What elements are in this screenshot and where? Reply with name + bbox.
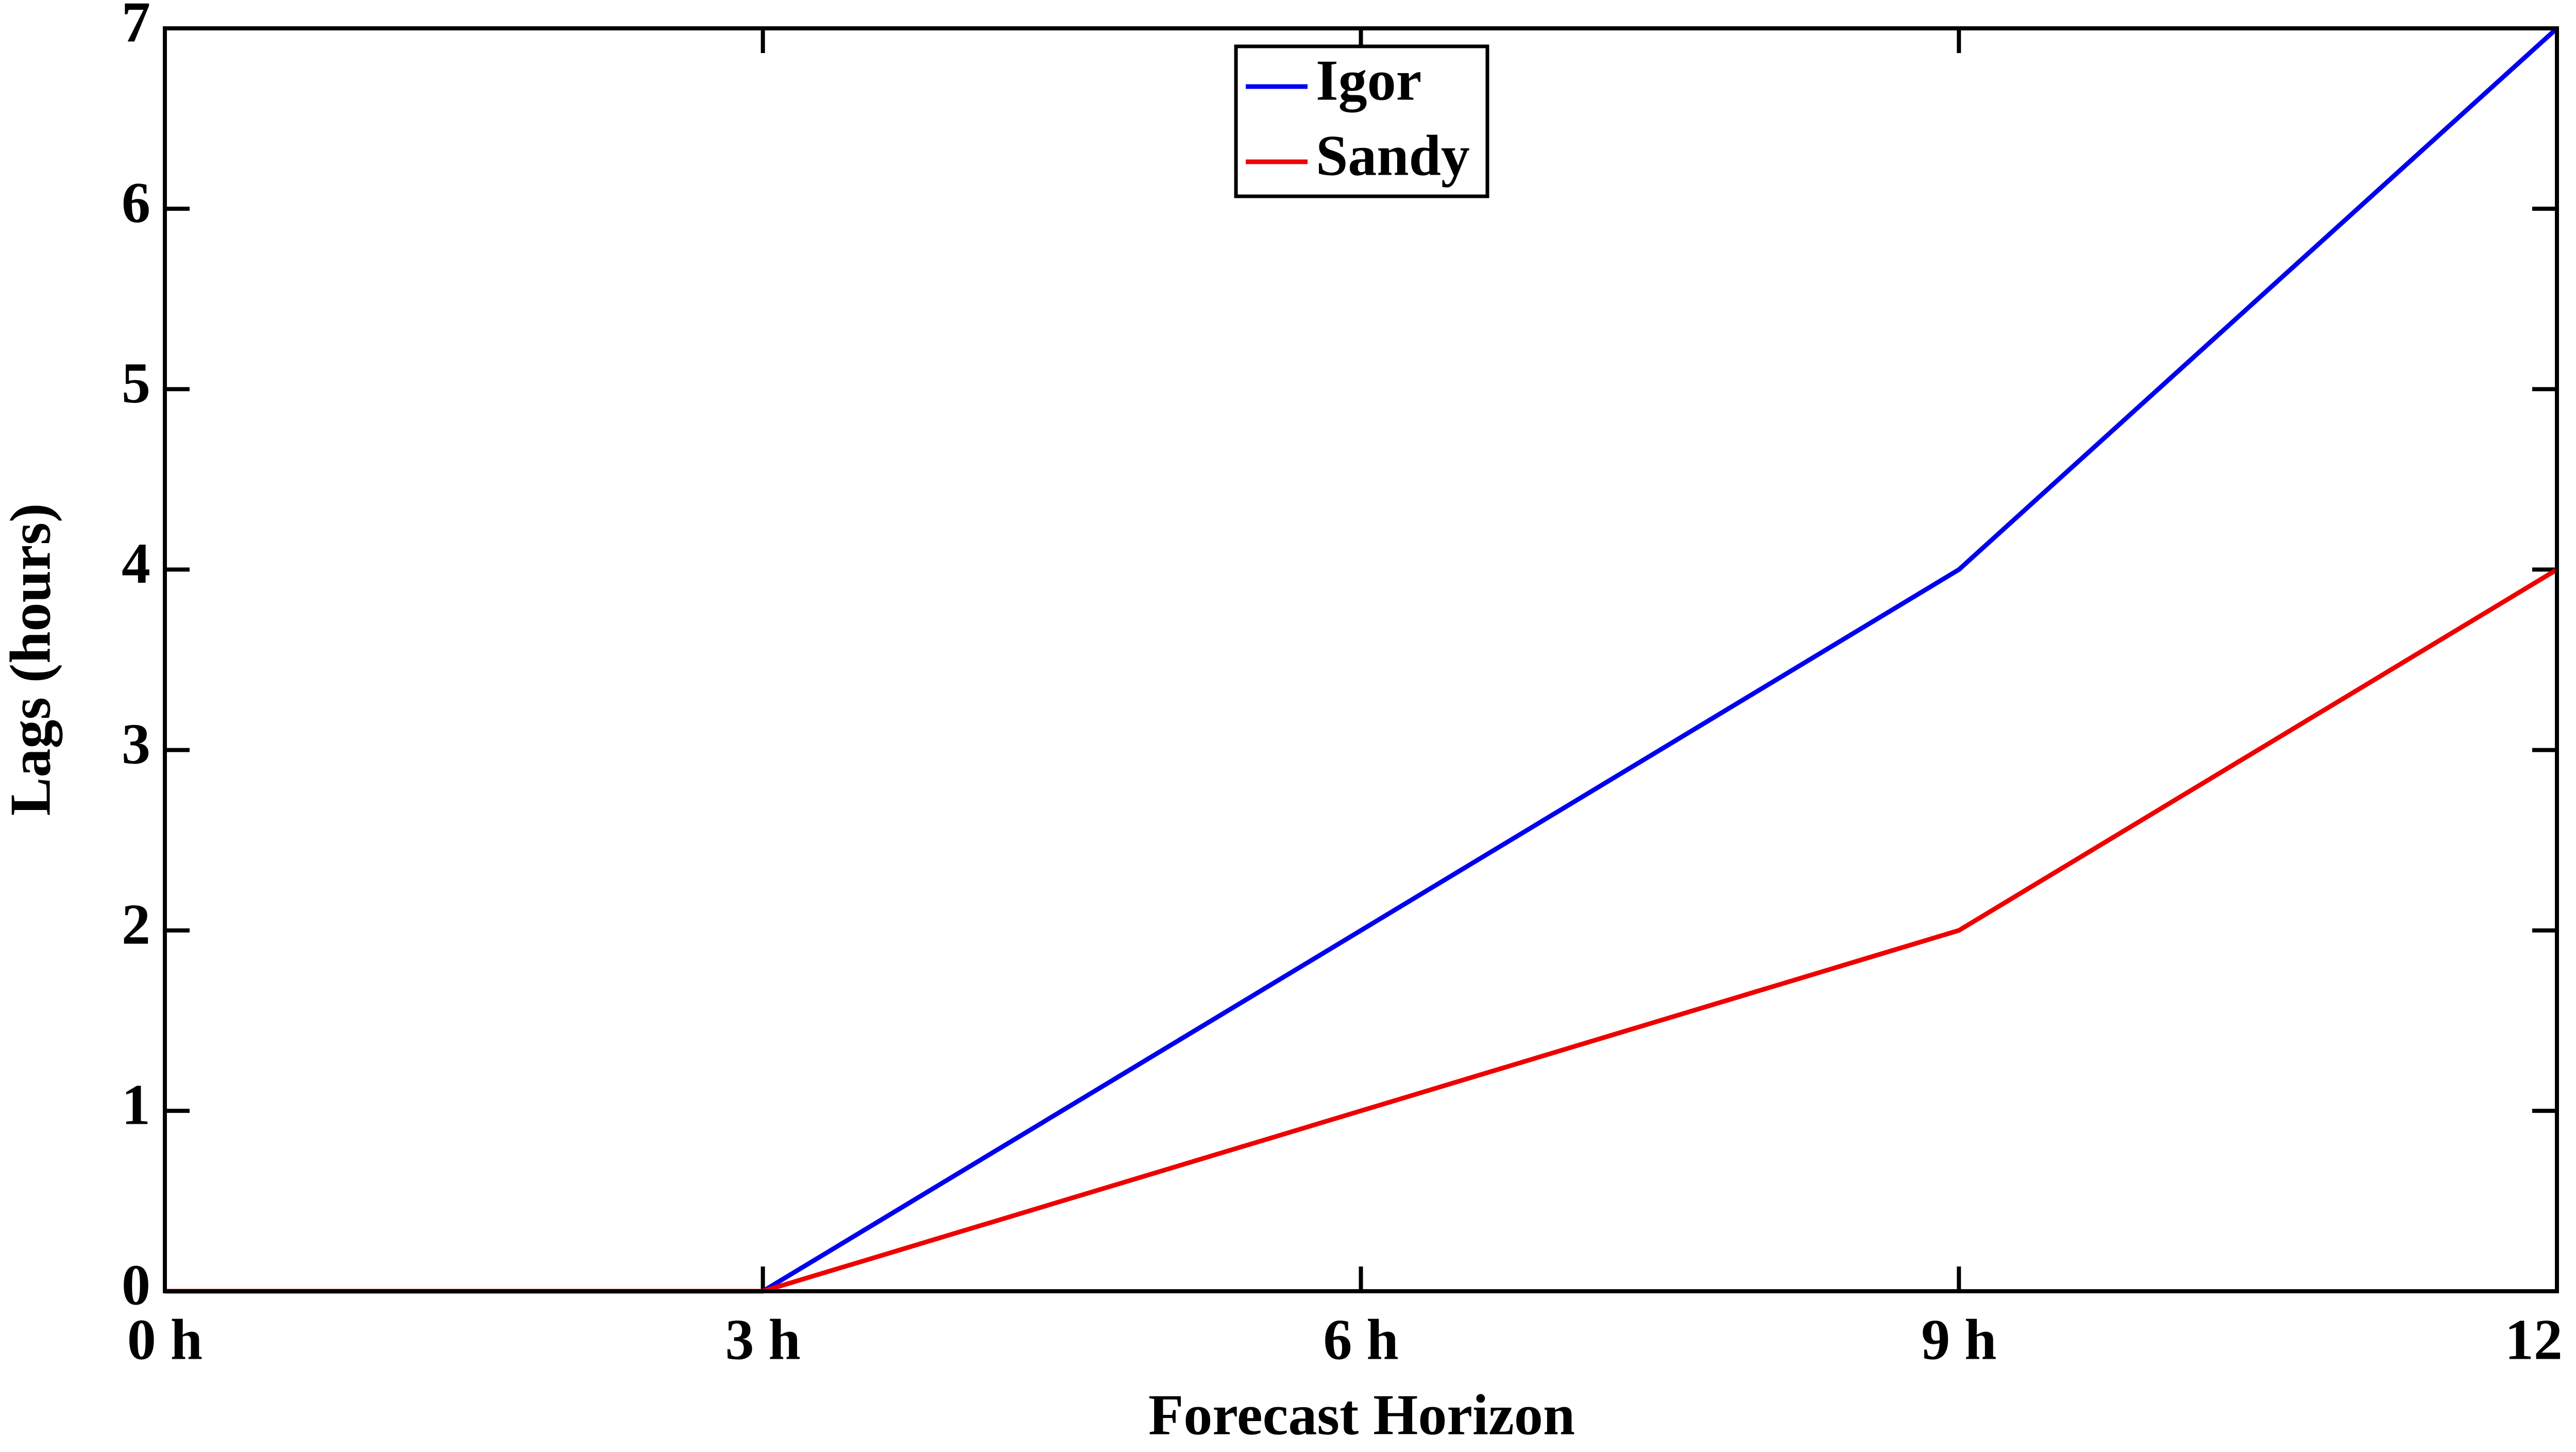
x-tick-label: 12 h	[2505, 1308, 2576, 1372]
x-tick-label: 6 h	[1323, 1308, 1398, 1372]
legend-label: Igor	[1316, 49, 1421, 113]
y-tick-label: 6	[122, 171, 150, 235]
x-tick-label: 3 h	[725, 1308, 801, 1372]
x-tick-label: 9 h	[1921, 1308, 1996, 1372]
y-tick-label: 0	[122, 1254, 150, 1318]
y-tick-label: 2	[122, 892, 150, 956]
y-tick-label: 1	[122, 1073, 150, 1137]
y-axis-label: Lags (hours)	[0, 503, 63, 816]
y-tick-label: 3	[122, 712, 150, 776]
y-tick-label: 4	[122, 532, 150, 596]
x-tick-label: 0 h	[127, 1308, 202, 1372]
y-tick-label: 5	[122, 351, 150, 415]
x-axis-label: Forecast Horizon	[1148, 1383, 1575, 1447]
legend-label: Sandy	[1316, 124, 1470, 188]
legend-box	[1234, 44, 1489, 198]
y-tick-label: 7	[122, 0, 150, 55]
series-line	[165, 26, 2559, 1294]
plot-frame	[163, 26, 2559, 1293]
